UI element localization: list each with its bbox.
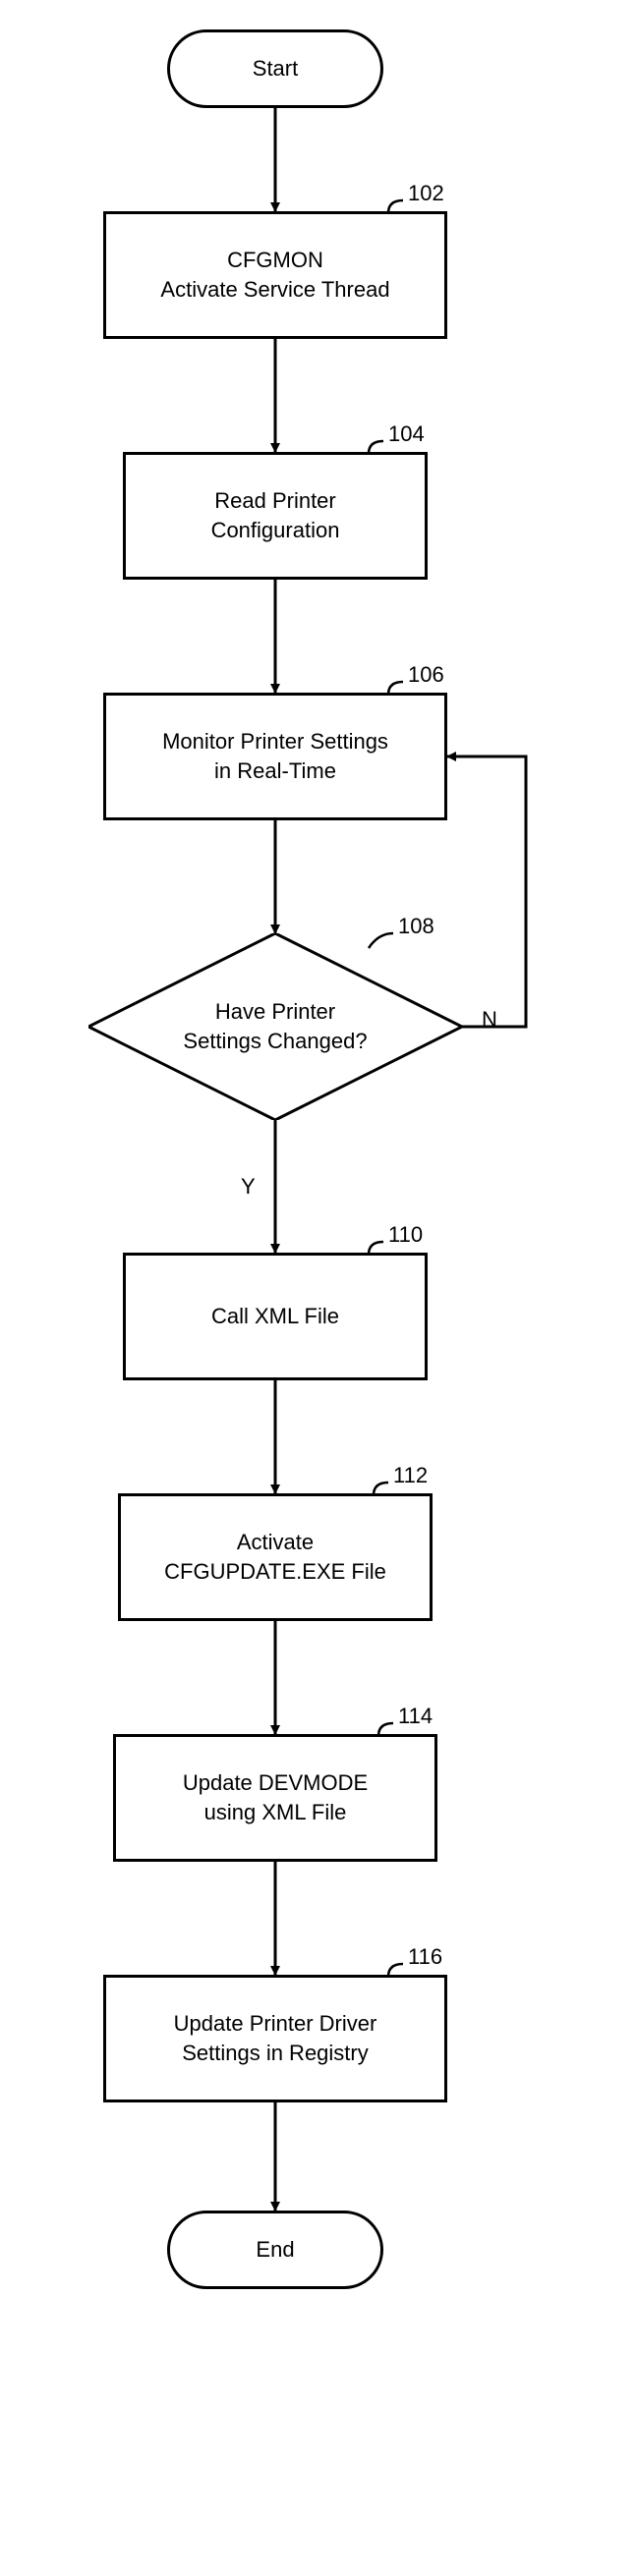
edge-label-yes: Y	[241, 1174, 256, 1200]
ref-116: 116	[408, 1944, 442, 1970]
process-102-label: CFGMONActivate Service Thread	[160, 246, 389, 304]
ref-110: 110	[388, 1222, 423, 1248]
ref-112: 112	[393, 1463, 428, 1488]
decision-108-label: Have PrinterSettings Changed?	[183, 997, 367, 1055]
process-110: Call XML File	[123, 1253, 428, 1380]
ref-106: 106	[408, 662, 444, 688]
terminator-end-label: End	[256, 2237, 294, 2263]
process-102: CFGMONActivate Service Thread	[103, 211, 447, 339]
decision-108: Have PrinterSettings Changed?	[88, 933, 462, 1120]
terminator-start: Start	[167, 29, 383, 108]
edge-label-no: N	[482, 1007, 497, 1033]
terminator-start-label: Start	[253, 56, 298, 82]
process-110-label: Call XML File	[211, 1302, 339, 1331]
process-112: ActivateCFGUPDATE.EXE File	[118, 1493, 433, 1621]
process-114: Update DEVMODEusing XML File	[113, 1734, 437, 1862]
process-112-label: ActivateCFGUPDATE.EXE File	[164, 1528, 386, 1586]
process-106-label: Monitor Printer Settingsin Real-Time	[162, 727, 388, 785]
ref-104: 104	[388, 421, 425, 447]
ref-108: 108	[398, 914, 434, 939]
ref-102: 102	[408, 181, 444, 206]
flowchart-container: Start CFGMONActivate Service Thread 102 …	[20, 20, 616, 2556]
process-116-label: Update Printer DriverSettings in Registr…	[174, 2009, 377, 2067]
process-114-label: Update DEVMODEusing XML File	[183, 1768, 368, 1826]
process-104-label: Read PrinterConfiguration	[211, 486, 340, 544]
process-106: Monitor Printer Settingsin Real-Time	[103, 693, 447, 820]
ref-114: 114	[398, 1704, 433, 1729]
terminator-end: End	[167, 2211, 383, 2289]
process-116: Update Printer DriverSettings in Registr…	[103, 1975, 447, 2102]
process-104: Read PrinterConfiguration	[123, 452, 428, 580]
